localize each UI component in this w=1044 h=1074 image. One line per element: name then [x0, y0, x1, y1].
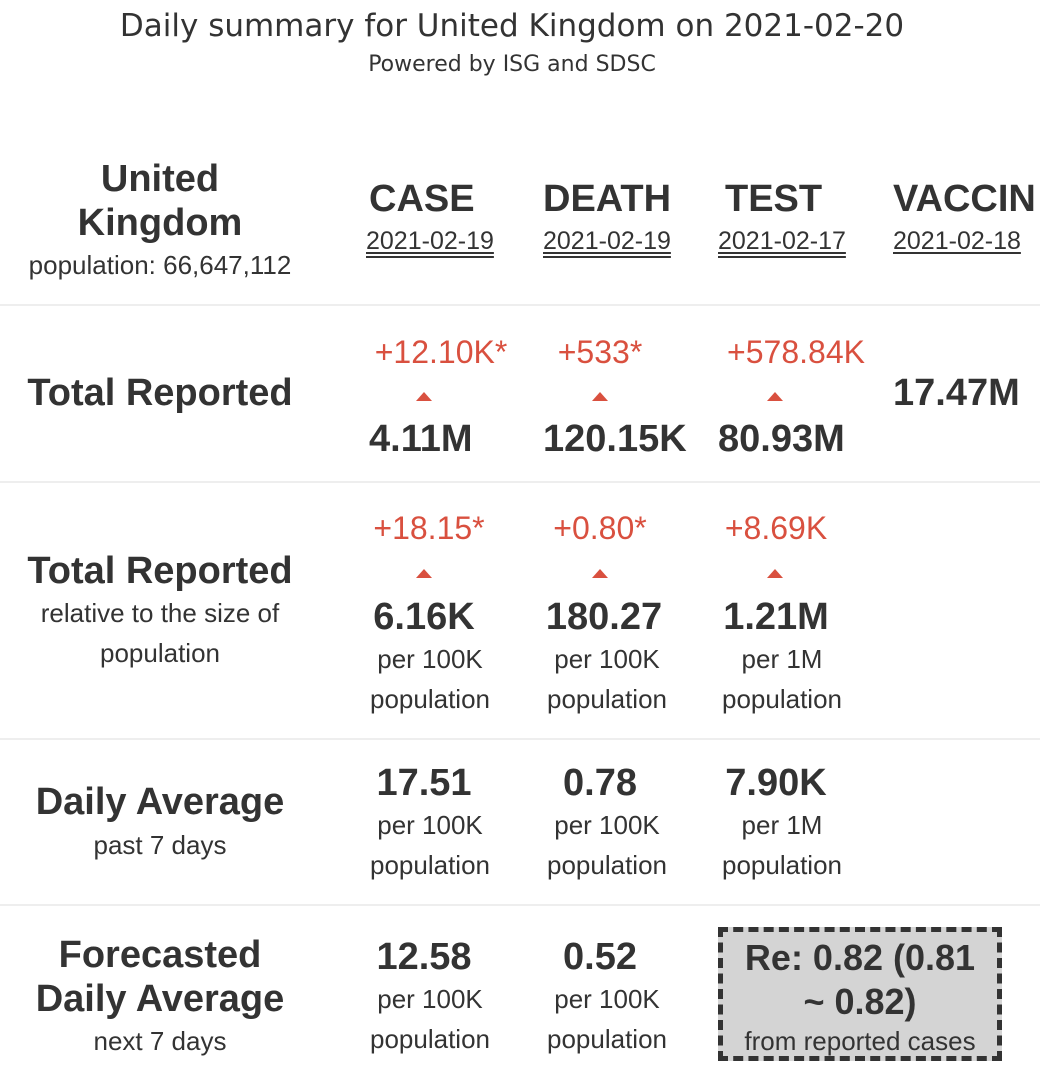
daily-case-value: 17.51: [376, 762, 472, 804]
col-date-death[interactable]: 2021-02-19: [543, 227, 671, 255]
page-title: Daily summary for United Kingdom on 2021…: [119, 8, 905, 44]
row-label-forecast: Forecasted Daily Average: [36, 933, 285, 1021]
col-date-case[interactable]: 2021-02-19: [366, 227, 494, 255]
relative-case-value: 6.16K: [373, 596, 475, 638]
total-case-value: 4.11M: [369, 418, 473, 460]
region-name: United Kingdom: [78, 157, 243, 245]
daily-death-unit: per 100K population: [547, 805, 667, 885]
page-subtitle: Powered by ISG and SDSC: [368, 52, 656, 77]
relative-test-value: 1.21M: [723, 596, 829, 638]
unit-line: per 1M: [741, 810, 823, 840]
forecast-case-unit: per 100K population: [370, 979, 490, 1059]
unit-line: per 100K: [554, 644, 660, 674]
increase-arrow-icon: [767, 569, 783, 578]
relative-death-delta: +0.80*: [553, 510, 647, 546]
relative-case-unit: per 100K population: [370, 639, 490, 719]
unit-line: population: [370, 684, 490, 714]
total-test-value: 80.93M: [718, 418, 845, 460]
increase-arrow-icon: [416, 569, 432, 578]
col-header-test: TEST: [725, 178, 823, 220]
forecast-death-value: 0.52: [563, 936, 637, 978]
region-name-line2: Kingdom: [77, 202, 243, 244]
unit-line: population: [547, 684, 667, 714]
total-case-delta: +12.10K*: [374, 334, 508, 370]
unit-line: population: [370, 850, 490, 880]
total-death-delta: +533*: [557, 334, 643, 370]
unit-line: population: [547, 850, 667, 880]
unit-line: population: [722, 684, 842, 714]
unit-line: per 100K: [377, 810, 483, 840]
col-header-death: DEATH: [543, 178, 672, 220]
col-header-case: CASE: [369, 178, 475, 220]
relative-case-delta: +18.15*: [373, 510, 485, 546]
unit-line: population: [370, 1024, 490, 1054]
divider: [0, 304, 1040, 306]
divider: [0, 481, 1040, 483]
row-label-daily: Daily Average: [35, 781, 285, 823]
unit-line: per 100K: [377, 644, 483, 674]
row-label-total: Total Reported: [27, 372, 293, 414]
row-label-relative: Total Reported: [27, 550, 293, 592]
row-label-forecast-1: Forecasted: [58, 934, 262, 976]
increase-arrow-icon: [592, 392, 608, 401]
re-estimate-box: Re: 0.82 (0.81 ~ 0.82) from reported cas…: [718, 927, 1002, 1061]
daily-test-value: 7.90K: [725, 762, 827, 804]
increase-arrow-icon: [767, 392, 783, 401]
total-vaccine-value: 17.47M: [893, 372, 1020, 414]
re-value: Re: 0.82 (0.81 ~ 0.82): [723, 936, 997, 1024]
region-name-line1: United: [100, 158, 220, 200]
col-date-test[interactable]: 2021-02-17: [718, 227, 846, 255]
forecast-death-unit: per 100K population: [547, 979, 667, 1059]
col-date-vaccine[interactable]: 2021-02-18: [893, 227, 1021, 255]
re-line-1: Re: 0.82 (0.81: [744, 937, 976, 978]
daily-death-value: 0.78: [563, 762, 637, 804]
unit-line: per 100K: [377, 984, 483, 1014]
daily-case-unit: per 100K population: [370, 805, 490, 885]
relative-death-unit: per 100K population: [547, 639, 667, 719]
unit-line: population: [722, 850, 842, 880]
region-population: population: 66,647,112: [28, 250, 292, 280]
row-sub-relative-2: population: [100, 638, 220, 668]
daily-test-unit: per 1M population: [722, 805, 842, 885]
increase-arrow-icon: [592, 569, 608, 578]
relative-test-delta: +8.69K: [724, 510, 828, 546]
re-line-2: ~ 0.82): [803, 981, 917, 1022]
total-test-delta: +578.84K: [727, 334, 865, 370]
relative-death-value: 180.27: [545, 596, 663, 638]
total-death-value: 120.15K: [543, 418, 687, 460]
divider: [0, 738, 1040, 740]
divider: [0, 904, 1040, 906]
unit-line: per 100K: [554, 810, 660, 840]
relative-test-unit: per 1M population: [722, 639, 842, 719]
forecast-case-value: 12.58: [376, 936, 472, 978]
unit-line: per 100K: [554, 984, 660, 1014]
increase-arrow-icon: [416, 392, 432, 401]
row-sub-daily: past 7 days: [93, 830, 227, 860]
row-sub-relative-1: relative to the size of: [40, 598, 280, 628]
row-sub-forecast: next 7 days: [93, 1026, 227, 1056]
unit-line: population: [547, 1024, 667, 1054]
col-header-vaccine: VACCIN: [893, 178, 1036, 220]
unit-line: per 1M: [741, 644, 823, 674]
re-source: from reported cases: [744, 1026, 976, 1056]
row-label-forecast-2: Daily Average: [35, 978, 285, 1020]
